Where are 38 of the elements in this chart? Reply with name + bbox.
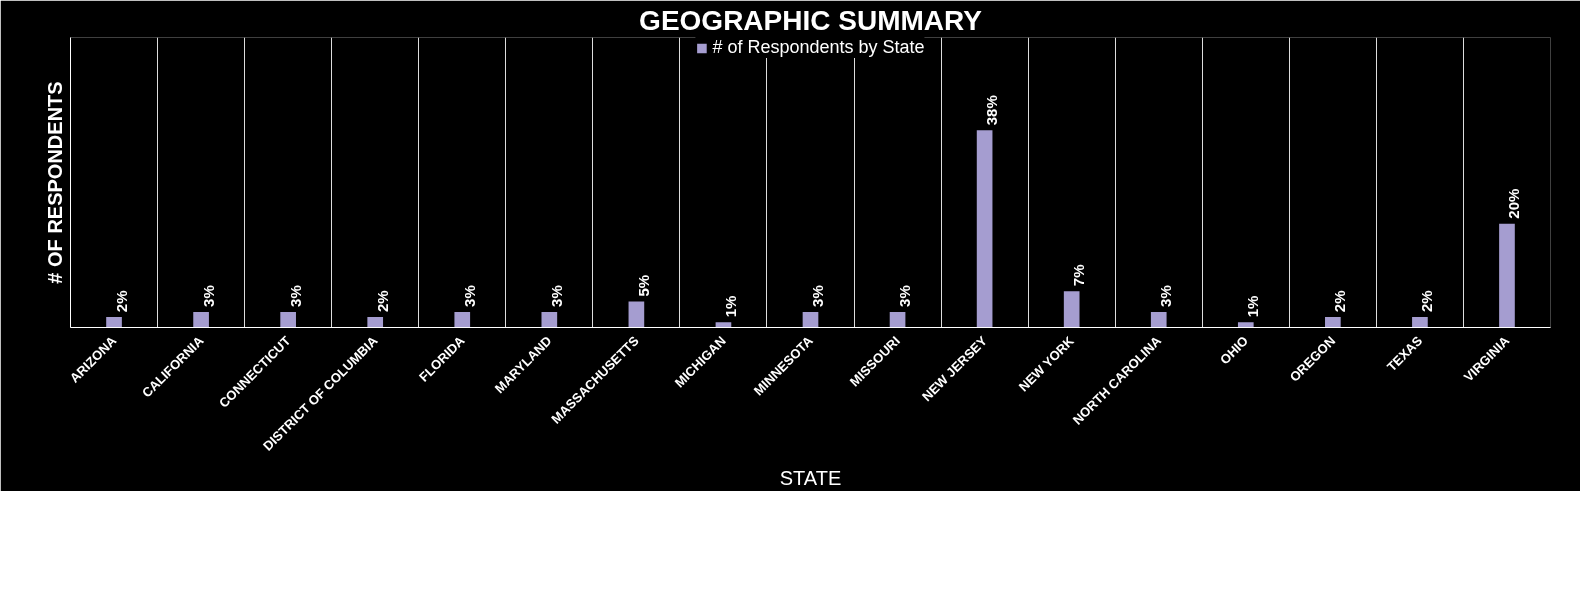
data-label: 2% bbox=[373, 290, 391, 313]
data-label: 7% bbox=[1070, 264, 1088, 287]
data-label: 2% bbox=[1418, 290, 1436, 313]
bar bbox=[889, 311, 906, 328]
chart-title: GEOGRAPHIC SUMMARY bbox=[639, 4, 983, 36]
bar bbox=[541, 311, 558, 328]
bar bbox=[454, 311, 471, 328]
y-axis-title: # OF RESPONDENTS bbox=[43, 81, 66, 284]
bar bbox=[715, 322, 732, 328]
bar bbox=[976, 130, 993, 328]
data-label: 3% bbox=[547, 285, 565, 307]
bar bbox=[106, 317, 122, 328]
data-label: 1% bbox=[721, 295, 739, 318]
data-label: 3% bbox=[199, 285, 217, 307]
bar bbox=[628, 301, 645, 328]
data-label: 2% bbox=[1331, 290, 1349, 313]
data-label: 3% bbox=[809, 285, 826, 307]
data-label: 5% bbox=[634, 274, 652, 297]
data-label: 1% bbox=[1244, 295, 1262, 318]
bar bbox=[802, 311, 819, 328]
bar bbox=[280, 311, 296, 328]
bar bbox=[1325, 317, 1341, 328]
data-label: 3% bbox=[896, 285, 914, 307]
x-axis-title: STATE bbox=[779, 466, 842, 489]
bar bbox=[367, 317, 384, 328]
bar bbox=[1063, 291, 1080, 328]
bar bbox=[1499, 223, 1515, 328]
bar bbox=[193, 311, 209, 328]
data-label: 3% bbox=[460, 285, 478, 307]
data-label: 2% bbox=[112, 290, 130, 313]
data-label: 38% bbox=[983, 95, 1001, 126]
bar bbox=[1412, 317, 1428, 328]
legend-label: # of Respondents by State bbox=[712, 37, 925, 58]
data-label: 3% bbox=[1157, 285, 1175, 307]
bar bbox=[1150, 311, 1167, 328]
data-label: 3% bbox=[286, 285, 304, 307]
data-label: 20% bbox=[1505, 188, 1523, 219]
bar bbox=[1237, 322, 1254, 328]
